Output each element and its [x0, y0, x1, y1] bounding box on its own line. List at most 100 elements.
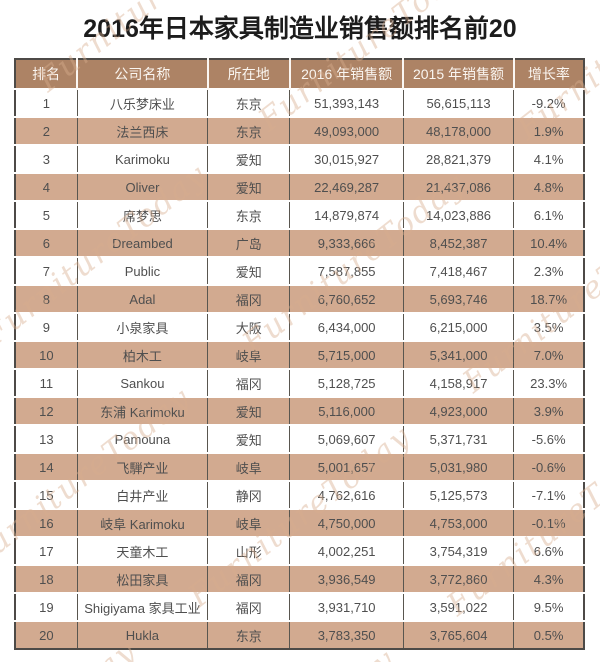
- table-row: 6 Dreambed 广岛 9,333,666 8,452,387 10.4%: [15, 228, 584, 257]
- sales-2015-cell: 7,418,467: [402, 256, 514, 285]
- rank-cell: 7: [15, 256, 78, 285]
- sales-2015-cell: 5,693,746: [402, 284, 514, 313]
- rank-cell: 3: [15, 144, 78, 173]
- location-cell: 广岛: [207, 228, 290, 257]
- rank-cell: 18: [15, 564, 78, 593]
- rank-cell: 12: [15, 396, 78, 425]
- sales-2015-cell: 3,591,022: [402, 592, 514, 621]
- company-cell: 席梦思: [76, 200, 208, 229]
- sales-2015-cell: 4,158,917: [402, 368, 514, 397]
- sales-2015-cell: 3,765,604: [402, 620, 514, 649]
- location-cell: 福冈: [207, 368, 290, 397]
- location-cell: 东京: [207, 200, 290, 229]
- growth-cell: 4.8%: [513, 172, 584, 201]
- growth-cell: 6.1%: [513, 200, 584, 229]
- growth-cell: 18.7%: [513, 284, 584, 313]
- table-row: 17 天童木工 山形 4,002,251 3,754,319 6.6%: [15, 536, 584, 565]
- sales-2015-cell: 21,437,086: [402, 172, 514, 201]
- growth-cell: -9.2%: [513, 88, 584, 117]
- sales-2015-cell: 5,371,731: [402, 424, 514, 453]
- growth-cell: 10.4%: [513, 228, 584, 257]
- sales-2015-cell: 56,615,113: [402, 88, 514, 117]
- column-header-rank: 排名: [15, 59, 78, 89]
- company-cell: 小泉家具: [76, 312, 208, 341]
- table-body: 1 八乐梦床业 东京 51,393,143 56,615,113 -9.2% 2…: [15, 88, 584, 649]
- sales-2015-cell: 3,772,860: [402, 564, 514, 593]
- company-cell: 白井产业: [76, 480, 208, 509]
- location-cell: 东京: [207, 116, 290, 145]
- sales-2016-cell: 5,001,657: [289, 452, 404, 481]
- growth-cell: 9.5%: [513, 592, 584, 621]
- location-cell: 山形: [207, 536, 290, 565]
- table-row: 4 Oliver 爱知 22,469,287 21,437,086 4.8%: [15, 172, 584, 201]
- sales-2016-cell: 6,760,652: [289, 284, 404, 313]
- table-row: 9 小泉家具 大阪 6,434,000 6,215,000 3.5%: [15, 312, 584, 341]
- column-header-growth: 增长率: [512, 59, 584, 89]
- rank-cell: 8: [15, 284, 78, 313]
- growth-cell: -0.6%: [513, 452, 584, 481]
- column-header-sales-2016: 2016 年销售额: [288, 59, 404, 89]
- growth-cell: 7.0%: [513, 340, 584, 369]
- table-row: 11 Sankou 福冈 5,128,725 4,158,917 23.3%: [15, 368, 584, 397]
- rank-cell: 13: [15, 424, 78, 453]
- rank-cell: 19: [15, 592, 78, 621]
- sales-2016-cell: 14,879,874: [289, 200, 404, 229]
- rank-cell: 17: [15, 536, 78, 565]
- sales-2016-cell: 9,333,666: [289, 228, 404, 257]
- location-cell: 东京: [207, 88, 290, 117]
- location-cell: 岐阜: [207, 340, 290, 369]
- sales-2015-cell: 3,754,319: [402, 536, 514, 565]
- sales-2016-cell: 5,069,607: [289, 424, 404, 453]
- location-cell: 福冈: [207, 284, 290, 313]
- sales-2015-cell: 14,023,886: [402, 200, 514, 229]
- column-header-sales-2015: 2015 年销售额: [402, 59, 514, 89]
- table-row: 2 法兰西床 东京 49,093,000 48,178,000 1.9%: [15, 116, 584, 145]
- rank-cell: 1: [15, 88, 78, 117]
- sales-2016-cell: 4,750,000: [289, 508, 404, 537]
- page-title: 2016年日本家具制造业销售额排名前20: [83, 15, 517, 43]
- company-cell: Shigiyama 家具工业: [76, 592, 208, 621]
- company-cell: Karimoku: [76, 144, 208, 173]
- sales-2016-cell: 5,116,000: [289, 396, 404, 425]
- growth-cell: -7.1%: [513, 480, 584, 509]
- table-row: 13 Pamouna 爱知 5,069,607 5,371,731 -5.6%: [15, 424, 584, 453]
- growth-cell: 3.9%: [513, 396, 584, 425]
- sales-2016-cell: 5,128,725: [289, 368, 404, 397]
- sales-2016-cell: 7,587,855: [289, 256, 404, 285]
- company-cell: 八乐梦床业: [76, 88, 208, 117]
- table-row: 7 Public 爱知 7,587,855 7,418,467 2.3%: [15, 256, 584, 285]
- company-cell: Pamouna: [76, 424, 208, 453]
- sales-2015-cell: 5,341,000: [402, 340, 514, 369]
- table-row: 14 飞騨产业 岐阜 5,001,657 5,031,980 -0.6%: [15, 452, 584, 481]
- company-cell: Public: [76, 256, 208, 285]
- company-cell: Adal: [76, 284, 208, 313]
- sales-2016-cell: 3,936,549: [289, 564, 404, 593]
- column-header-company: 公司名称: [76, 59, 208, 89]
- growth-cell: 2.3%: [513, 256, 584, 285]
- growth-cell: 4.3%: [513, 564, 584, 593]
- sales-2016-cell: 22,469,287: [289, 172, 404, 201]
- location-cell: 岐阜: [207, 508, 290, 537]
- location-cell: 爱知: [207, 396, 290, 425]
- growth-cell: 23.3%: [513, 368, 584, 397]
- location-cell: 岐阜: [207, 452, 290, 481]
- table-row: 12 东浦 Karimoku 爱知 5,116,000 4,923,000 3.…: [15, 396, 584, 425]
- sales-2016-cell: 4,002,251: [289, 536, 404, 565]
- sales-2015-cell: 28,821,379: [402, 144, 514, 173]
- company-cell: 法兰西床: [76, 116, 208, 145]
- company-cell: Hukla: [76, 620, 208, 649]
- rank-cell: 4: [15, 172, 78, 201]
- company-cell: Sankou: [76, 368, 208, 397]
- company-cell: 松田家具: [76, 564, 208, 593]
- rank-cell: 15: [15, 480, 78, 509]
- table-row: 19 Shigiyama 家具工业 福冈 3,931,710 3,591,022…: [15, 592, 584, 621]
- location-cell: 爱知: [207, 172, 290, 201]
- table-row: 20 Hukla 东京 3,783,350 3,765,604 0.5%: [15, 620, 584, 649]
- sales-2016-cell: 51,393,143: [289, 88, 404, 117]
- table-header: 排名 公司名称 所在地 2016 年销售额 2015 年销售额 增长率: [15, 59, 584, 89]
- company-cell: 飞騨产业: [76, 452, 208, 481]
- column-header-location: 所在地: [206, 59, 290, 89]
- rank-cell: 14: [15, 452, 78, 481]
- location-cell: 福冈: [207, 564, 290, 593]
